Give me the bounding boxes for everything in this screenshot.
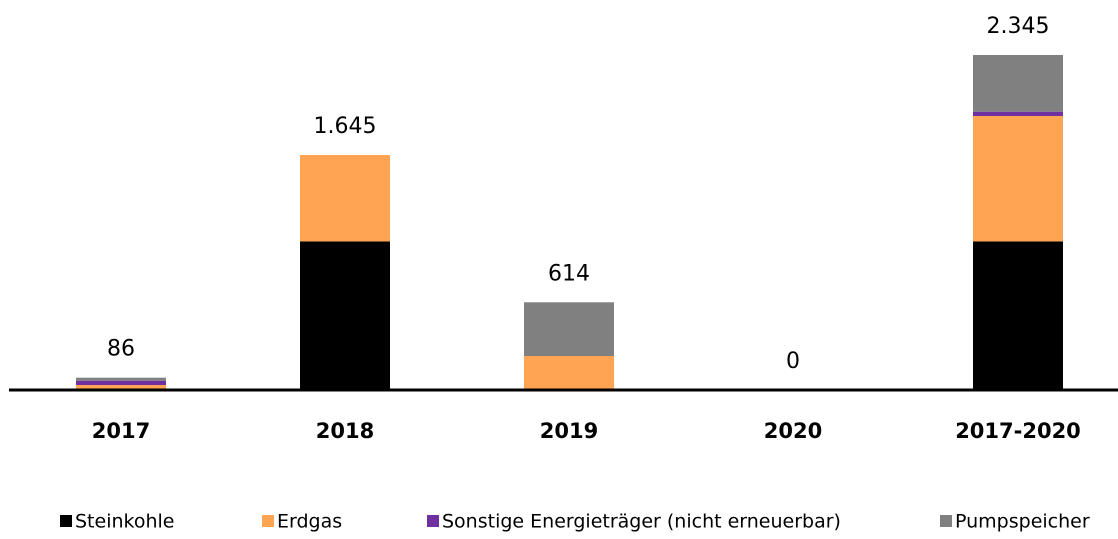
- bar-segment: [973, 241, 1063, 390]
- x-tick-label: 2018: [316, 419, 374, 443]
- legend-label: Sonstige Energieträger (nicht erneuerbar…: [442, 511, 841, 533]
- legend-swatch: [940, 515, 952, 527]
- bar-segment: [524, 356, 614, 390]
- total-label: 614: [548, 261, 590, 286]
- legend-label: Erdgas: [277, 511, 342, 533]
- total-label: 1.645: [314, 114, 377, 139]
- bar-segment: [76, 377, 166, 381]
- legend-swatch: [262, 515, 274, 527]
- legend-swatch: [60, 515, 72, 527]
- bar-segment: [524, 302, 614, 356]
- bar-segment: [76, 380, 166, 385]
- legend-label: Steinkohle: [75, 511, 174, 533]
- bar-segment: [300, 241, 390, 390]
- total-label: 2.345: [987, 14, 1050, 39]
- total-label: 0: [786, 349, 800, 374]
- x-tick-label: 2017-2020: [955, 419, 1081, 443]
- bar-segment: [973, 111, 1063, 116]
- bar-segment: [300, 155, 390, 242]
- legend-label: Pumpspeicher: [955, 511, 1090, 533]
- legend-swatch: [427, 515, 439, 527]
- x-tick-label: 2017: [92, 419, 150, 443]
- x-tick-label: 2019: [540, 419, 598, 443]
- x-tick-label: 2020: [764, 419, 822, 443]
- bar-segment: [76, 385, 166, 390]
- bar-segment: [973, 55, 1063, 112]
- total-label: 86: [107, 337, 135, 362]
- bar-segment: [973, 116, 1063, 242]
